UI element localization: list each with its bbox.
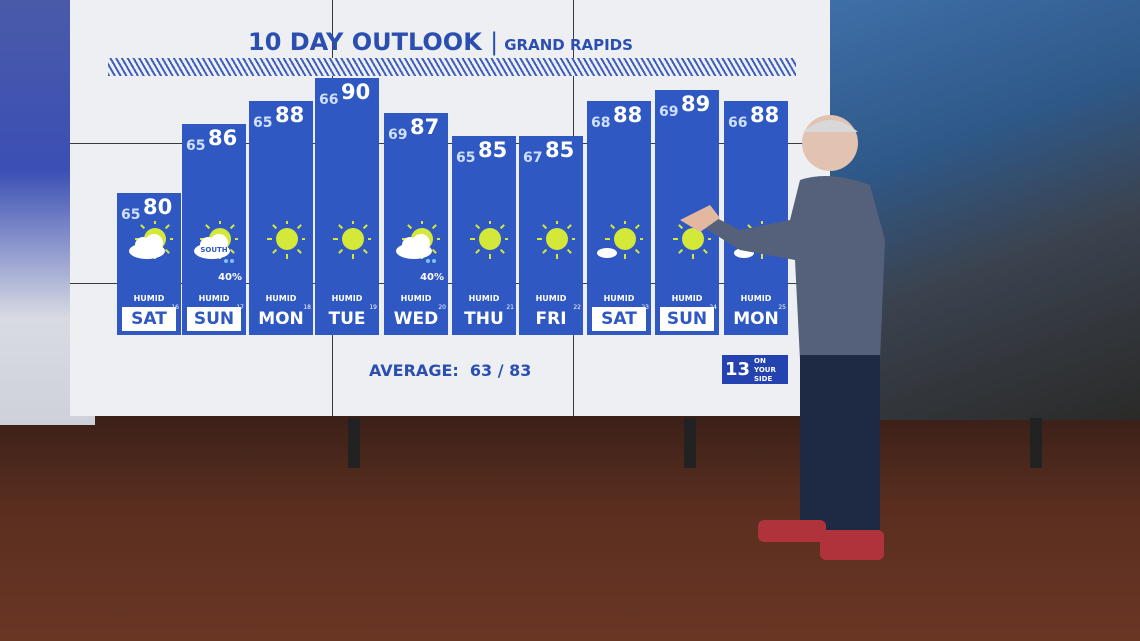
partly-cloudy-showers-icon xyxy=(392,219,442,265)
studio-floor xyxy=(0,415,1140,641)
date-label: 21 xyxy=(506,304,514,311)
title-stripe xyxy=(108,58,796,76)
high-temp: 86 xyxy=(208,126,238,150)
date-label: 20 xyxy=(438,304,446,311)
low-temp: 66 xyxy=(319,92,339,108)
date-label: 19 xyxy=(369,304,377,311)
low-temp: 65 xyxy=(253,115,273,131)
low-temp: 68 xyxy=(591,115,611,131)
day-label: SAT xyxy=(122,307,176,331)
low-temp: 67 xyxy=(523,149,543,166)
condition-label: HUMID xyxy=(468,294,500,303)
date-label: 25 xyxy=(778,304,786,311)
location: GRAND RAPIDS xyxy=(504,36,633,54)
condition-label: HUMID xyxy=(535,294,567,303)
day-label: THU xyxy=(464,309,504,329)
mostly-sunny-icon xyxy=(595,219,645,265)
date-label: 18 xyxy=(303,304,311,311)
sunny-icon xyxy=(323,219,373,265)
screen-stand xyxy=(348,418,360,468)
forecast-bar-0: 65 80 HUMID SAT 16 xyxy=(117,193,181,335)
date-label: 22 xyxy=(573,304,581,311)
day-label: SUN xyxy=(187,307,241,331)
day-label: SAT xyxy=(592,307,646,331)
high-temp: 90 xyxy=(341,80,371,104)
day-label: FRI xyxy=(535,309,567,329)
high-temp: 88 xyxy=(750,103,780,127)
precip-chance: 40% xyxy=(420,272,444,283)
forecast-bar-1: 65 86 SOUTH 40% HUMID SUN 17 xyxy=(182,124,246,335)
high-temp: 88 xyxy=(613,103,643,127)
day-label: TUE xyxy=(328,309,366,329)
partly-cloudy-icon xyxy=(125,219,175,265)
forecast-bar-4: 69 87 40% HUMID WED 20 xyxy=(384,112,448,335)
high-temp: 80 xyxy=(143,195,173,219)
high-temp: 88 xyxy=(275,103,305,127)
condition-label: HUMID xyxy=(603,294,635,303)
low-temp: 69 xyxy=(388,126,408,143)
chart-title: 10 DAY OUTLOOK | GRAND RAPIDS xyxy=(248,28,633,56)
condition-label: HUMID xyxy=(400,294,432,303)
high-temp: 89 xyxy=(681,91,711,116)
condition-label: HUMID xyxy=(265,294,297,303)
sunny-icon xyxy=(460,219,510,265)
date-label: 16 xyxy=(171,304,179,311)
condition-label: HUMID xyxy=(671,294,703,303)
condition-label: HUMID xyxy=(198,294,230,303)
high-temp: 87 xyxy=(410,114,440,139)
low-temp: 66 xyxy=(728,115,748,131)
day-label: SUN xyxy=(660,307,714,331)
forecast-bar-2: 65 88 HUMID MON 18 xyxy=(249,101,313,335)
forecast-bar-3: 66 90 HUMID TUE 19 xyxy=(315,78,379,335)
screen-stand xyxy=(1030,418,1042,468)
day-label: MON xyxy=(733,309,779,329)
date-label: 17 xyxy=(236,304,244,311)
forecast-bar-7: 68 88 HUMID SAT 23 xyxy=(587,101,651,335)
low-temp: 65 xyxy=(121,207,141,223)
station-logo: 13 ON YOUR SIDE xyxy=(722,355,788,384)
sunny-icon xyxy=(527,219,577,265)
forecast-bar-5: 65 85 HUMID THU 21 xyxy=(452,135,516,335)
condition-label: HUMID xyxy=(331,294,363,303)
high-temp: 85 xyxy=(545,137,575,162)
forecast-bar-6: 67 85 HUMID FRI 22 xyxy=(519,135,583,335)
day-label: MON xyxy=(258,309,304,329)
date-label: 23 xyxy=(641,304,649,311)
precip-chance: 40% xyxy=(218,272,242,283)
average-temps: AVERAGE: 63 / 83 xyxy=(369,361,532,380)
partly-cloudy-showers-icon: SOUTH xyxy=(190,219,240,265)
low-temp: 69 xyxy=(659,103,679,120)
low-temp: 65 xyxy=(186,138,206,154)
day-label: WED xyxy=(393,309,439,329)
screen-stand xyxy=(684,418,696,468)
condition-label: HUMID xyxy=(740,294,772,303)
svg-text:SOUTH: SOUTH xyxy=(200,246,227,254)
date-label: 24 xyxy=(709,304,717,311)
high-temp: 85 xyxy=(478,137,508,162)
low-temp: 65 xyxy=(456,149,476,166)
condition-label: HUMID xyxy=(133,294,165,303)
